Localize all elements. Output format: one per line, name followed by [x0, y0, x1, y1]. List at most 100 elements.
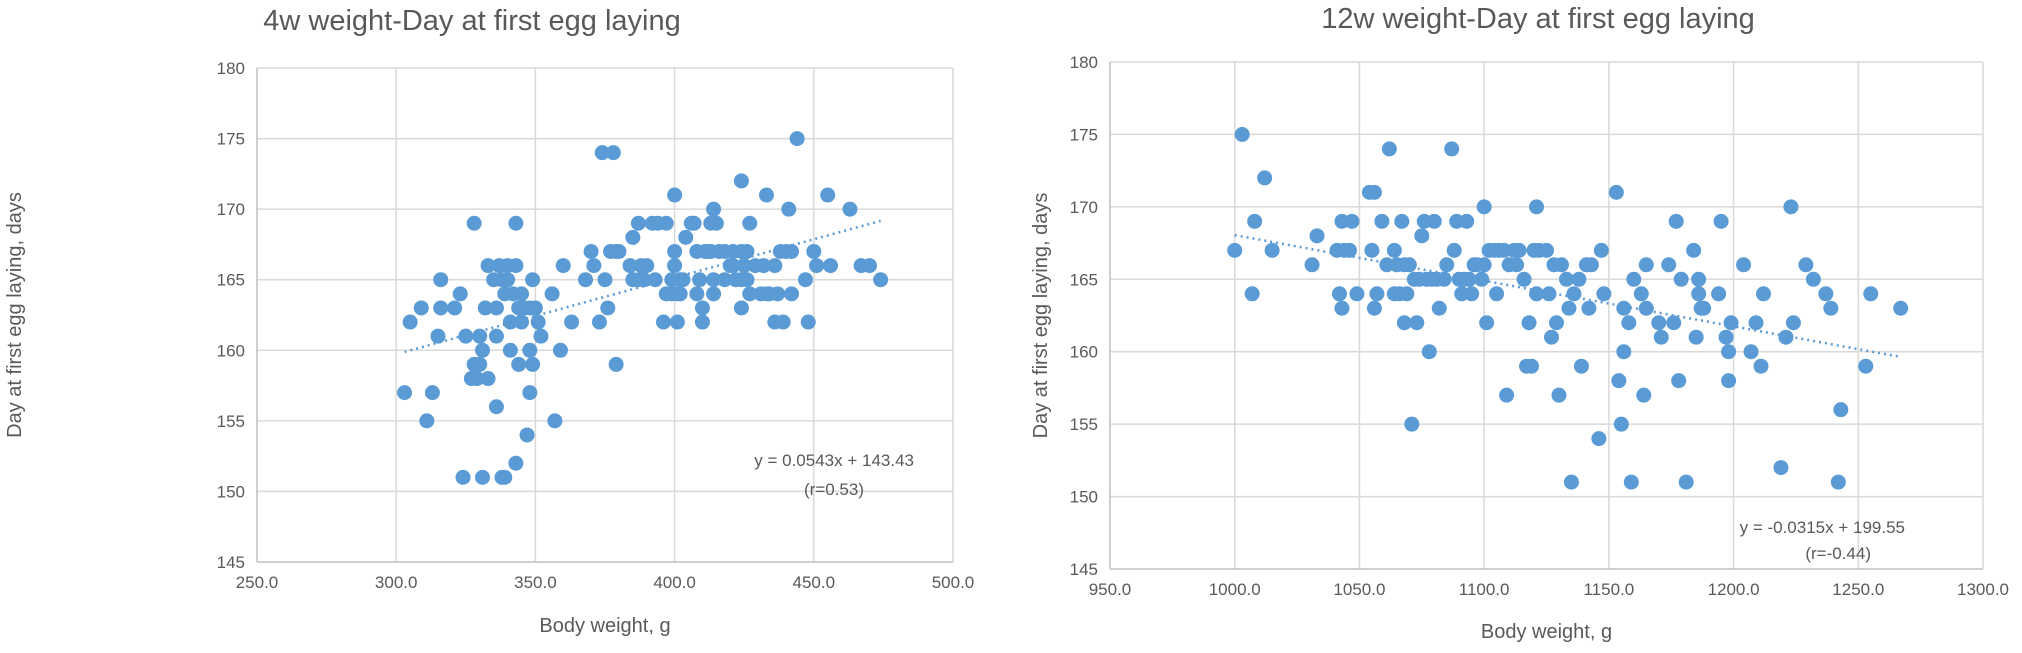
- chart-1-y-tick-label: 180: [1070, 53, 1098, 72]
- chart-0-y-tick-label: 155: [217, 412, 245, 431]
- chart-0-data-point: [873, 272, 889, 288]
- chart-1-data-point: [1721, 344, 1737, 360]
- chart-0-data-point: [433, 272, 449, 288]
- chart-1-y-tick-label: 145: [1070, 560, 1098, 579]
- chart-0-data-point: [522, 385, 538, 401]
- chart-1-data-point: [1304, 257, 1320, 273]
- chart-0-data-point: [480, 258, 496, 274]
- chart-1-data-point: [1691, 286, 1707, 302]
- chart-1-data-point: [1823, 300, 1839, 316]
- chart-0-data-point: [586, 258, 602, 274]
- chart-0-x-tick-label: 250.0: [236, 573, 279, 592]
- chart-0-data-point: [413, 300, 429, 316]
- chart-1-data-point: [1444, 141, 1460, 157]
- chart-1-y-tick-label: 155: [1070, 415, 1098, 434]
- chart-1-data-point: [1539, 242, 1554, 258]
- chart-1-data-point: [1688, 329, 1704, 345]
- chart-1-data-point: [1748, 315, 1764, 331]
- chart-1-data-point: [1543, 329, 1559, 345]
- chart-1-data-point: [1331, 286, 1347, 302]
- chart-0-y-tick-label: 145: [217, 553, 245, 572]
- chart-0-data-point: [622, 258, 638, 274]
- chart-0-data-point: [694, 300, 710, 316]
- chart-1-data-point: [1723, 315, 1739, 331]
- chart-1-data-point: [1404, 416, 1420, 432]
- chart-0-data-point: [636, 272, 652, 288]
- chart-1-data-point: [1521, 315, 1537, 331]
- chart-0-data-point: [706, 286, 722, 302]
- chart-1-data-point: [1653, 329, 1669, 345]
- chart-1-data-point: [1661, 257, 1677, 273]
- chart-0-x-tick-label: 350.0: [514, 573, 557, 592]
- chart-0-x-axis-title: Body weight, g: [539, 615, 670, 637]
- chart-0-data-point: [672, 286, 688, 302]
- chart-0-data-point: [639, 258, 655, 274]
- chart-1-data-point: [1381, 141, 1397, 157]
- chart-1-data-point: [1818, 286, 1834, 302]
- chart-0-data-point: [736, 258, 752, 274]
- chart-0-data-point: [739, 243, 755, 259]
- chart-1-data-point: [1696, 300, 1712, 316]
- chart-1-data-point: [1374, 213, 1390, 229]
- chart-0-data-point: [500, 272, 516, 288]
- chart-1-data-point: [1686, 242, 1702, 258]
- chart-1-data-point: [1616, 344, 1632, 360]
- chart-1-data-point: [1783, 199, 1799, 215]
- chart-0-data-point: [455, 469, 471, 485]
- chart-0-data-point: [547, 413, 563, 429]
- chart-0-data-point: [513, 286, 529, 302]
- chart-0-data-point: [533, 328, 549, 344]
- chart-1-data-point: [1798, 257, 1814, 273]
- chart-1-data-point: [1459, 213, 1475, 229]
- chart-1-data-point: [1476, 257, 1492, 273]
- chart-0-data-point: [525, 272, 541, 288]
- chart-1-data-point: [1743, 344, 1759, 360]
- chart-0-data-point: [669, 314, 685, 330]
- chart-1-data-point: [1893, 300, 1909, 316]
- chart-0-data-point: [397, 385, 413, 401]
- chart-1-data-point: [1421, 344, 1437, 360]
- chart-1-data-point: [1593, 242, 1609, 258]
- chart-0-data-point: [789, 131, 805, 147]
- chart-0-data-point: [608, 356, 624, 372]
- chart-1-x-tick-label: 950.0: [1089, 580, 1132, 599]
- chart-0-data-point: [647, 272, 663, 288]
- chart-1-data-point: [1571, 271, 1587, 287]
- chart-1-data-point: [1736, 257, 1752, 273]
- chart-1-x-tick-label: 1000.0: [1209, 580, 1261, 599]
- chart-1-data-point: [1334, 300, 1350, 316]
- chart-1-data-point: [1227, 242, 1243, 258]
- chart-1-correlation-label: (r=-0.44): [1805, 544, 1871, 563]
- chart-1-data-point: [1366, 184, 1382, 200]
- chart-1-data-point: [1638, 300, 1654, 316]
- chart-0-y-axis-title: Day at first egg laying, days: [4, 192, 26, 438]
- chart-1-data-point: [1396, 315, 1412, 331]
- chart-0-data-point: [508, 455, 524, 471]
- chart-1-data-point: [1474, 271, 1490, 287]
- chart-12w-weight: 950.0 1000.0 1050.0 1100.0 1150.0 1200.0 1250.…: [1030, 3, 2009, 643]
- chart-1-data-point: [1785, 315, 1801, 331]
- chart-1-data-point: [1366, 300, 1382, 316]
- chart-0-x-tick-label: 400.0: [653, 573, 696, 592]
- chart-0-data-point: [667, 243, 683, 259]
- chart-0-data-point: [447, 300, 463, 316]
- chart-0-data-point: [502, 342, 518, 358]
- chart-0-data-point: [658, 215, 674, 231]
- chart-0-data-point: [758, 187, 774, 203]
- chart-1-y-tick-label: 175: [1070, 125, 1098, 144]
- chart-1-data-point: [1341, 242, 1357, 258]
- chart-0-data-point: [809, 258, 825, 274]
- chart-0-data-point: [689, 286, 705, 302]
- chart-1-x-tick-label: 1100.0: [1459, 580, 1510, 599]
- chart-0-data-point: [527, 300, 543, 316]
- chart-1-data-point: [1596, 286, 1612, 302]
- chart-1-y-tick-label: 160: [1070, 343, 1098, 362]
- chart-1-data-point: [1524, 358, 1540, 374]
- chart-0-data-point: [508, 258, 524, 274]
- chart-0-data-point: [594, 145, 610, 161]
- chart-1-x-tick-label: 1300.0: [1957, 580, 2009, 599]
- chart-0-data-point: [823, 258, 839, 274]
- chart-1-data-point: [1756, 286, 1772, 302]
